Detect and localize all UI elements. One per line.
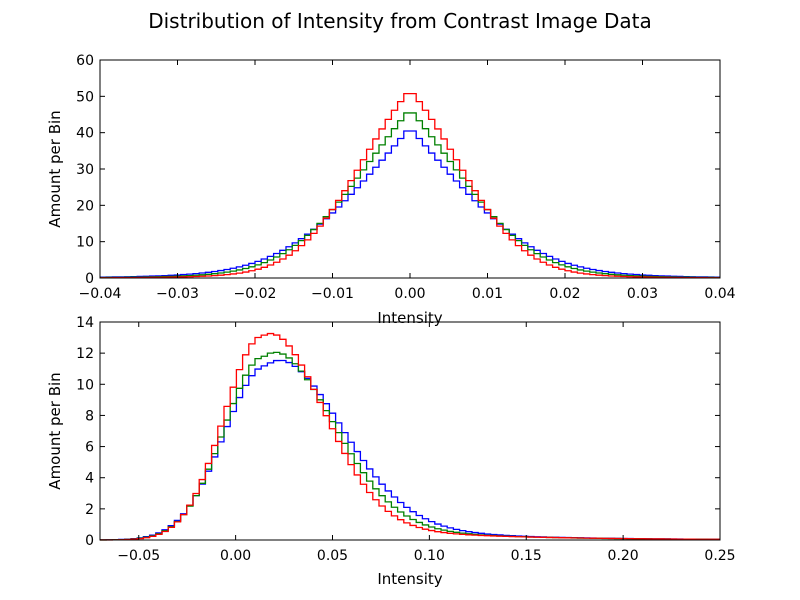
x-tick-label: 0.25 — [704, 548, 735, 564]
y-tick-label: 12 — [76, 346, 94, 362]
y-tick-label: 2 — [85, 502, 94, 518]
y-tick-label: 10 — [76, 377, 94, 393]
y-tick-label: 20 — [76, 198, 94, 214]
bottom-ticks-group: −0.05 0.00 0.05 0.10 0.15 0.20 0.25 0 2 4 6 8 10 12 14 — [76, 315, 735, 564]
series-blue-step-line — [100, 130, 720, 278]
x-tick-label: 0.00 — [220, 548, 251, 564]
bottom-x-axis-label: Intensity — [377, 570, 442, 588]
x-tick-label: 0.03 — [627, 286, 658, 302]
x-tick-label: 0.01 — [472, 286, 503, 302]
top-plot-frame — [99, 59, 721, 279]
bottom-y-axis-label: Amount per Bin — [46, 372, 64, 489]
x-tick-label: 0.15 — [511, 548, 542, 564]
x-tick-label: −0.04 — [79, 286, 122, 302]
x-tick-label: −0.03 — [156, 286, 199, 302]
top-x-axis-label: Intensity — [377, 309, 442, 327]
series-green-step-line — [100, 112, 720, 279]
x-tick-label: 0.05 — [317, 548, 348, 564]
top-series-group — [100, 92, 720, 279]
x-tick-label: −0.02 — [234, 286, 277, 302]
x-tick-label: −0.05 — [117, 548, 160, 564]
bottom-plot-frame — [99, 321, 721, 541]
y-tick-label: 50 — [76, 89, 94, 105]
x-tick-label: 0.00 — [394, 286, 425, 302]
y-tick-label: 60 — [76, 53, 94, 69]
bottom-series-group — [100, 332, 720, 541]
top-ticks-group: −0.04 −0.03 −0.02 −0.01 0.00 0.01 0.02 0.03 0.04… — [76, 53, 736, 302]
y-tick-label: 30 — [76, 162, 94, 178]
series-red-step-line — [100, 92, 720, 279]
figure-title: Distribution of Intensity from Contrast … — [148, 9, 652, 33]
x-tick-label: 0.04 — [704, 286, 735, 302]
y-tick-label: 10 — [76, 235, 94, 251]
x-tick-label: 0.02 — [549, 286, 580, 302]
y-tick-label: 8 — [85, 408, 94, 424]
y-tick-label: 14 — [76, 315, 94, 331]
y-tick-label: 6 — [85, 440, 94, 456]
bottom-histogram-panel: −0.05 0.00 0.05 0.10 0.15 0.20 0.25 0 2 4 6 8 10 12 14… — [46, 315, 736, 588]
top-histogram-panel: −0.04 −0.03 −0.02 −0.01 0.00 0.01 0.02 0.03 0.04… — [46, 53, 736, 327]
y-tick-label: 0 — [85, 533, 94, 549]
x-tick-label: 0.10 — [414, 548, 445, 564]
x-tick-label: 0.20 — [608, 548, 639, 564]
series-blue-step-line — [100, 359, 720, 541]
series-red-step-line — [100, 332, 720, 541]
y-tick-label: 4 — [85, 471, 94, 487]
top-y-axis-label: Amount per Bin — [46, 110, 64, 227]
y-tick-label: 0 — [85, 271, 94, 287]
x-tick-label: −0.01 — [311, 286, 354, 302]
y-tick-label: 40 — [76, 126, 94, 142]
